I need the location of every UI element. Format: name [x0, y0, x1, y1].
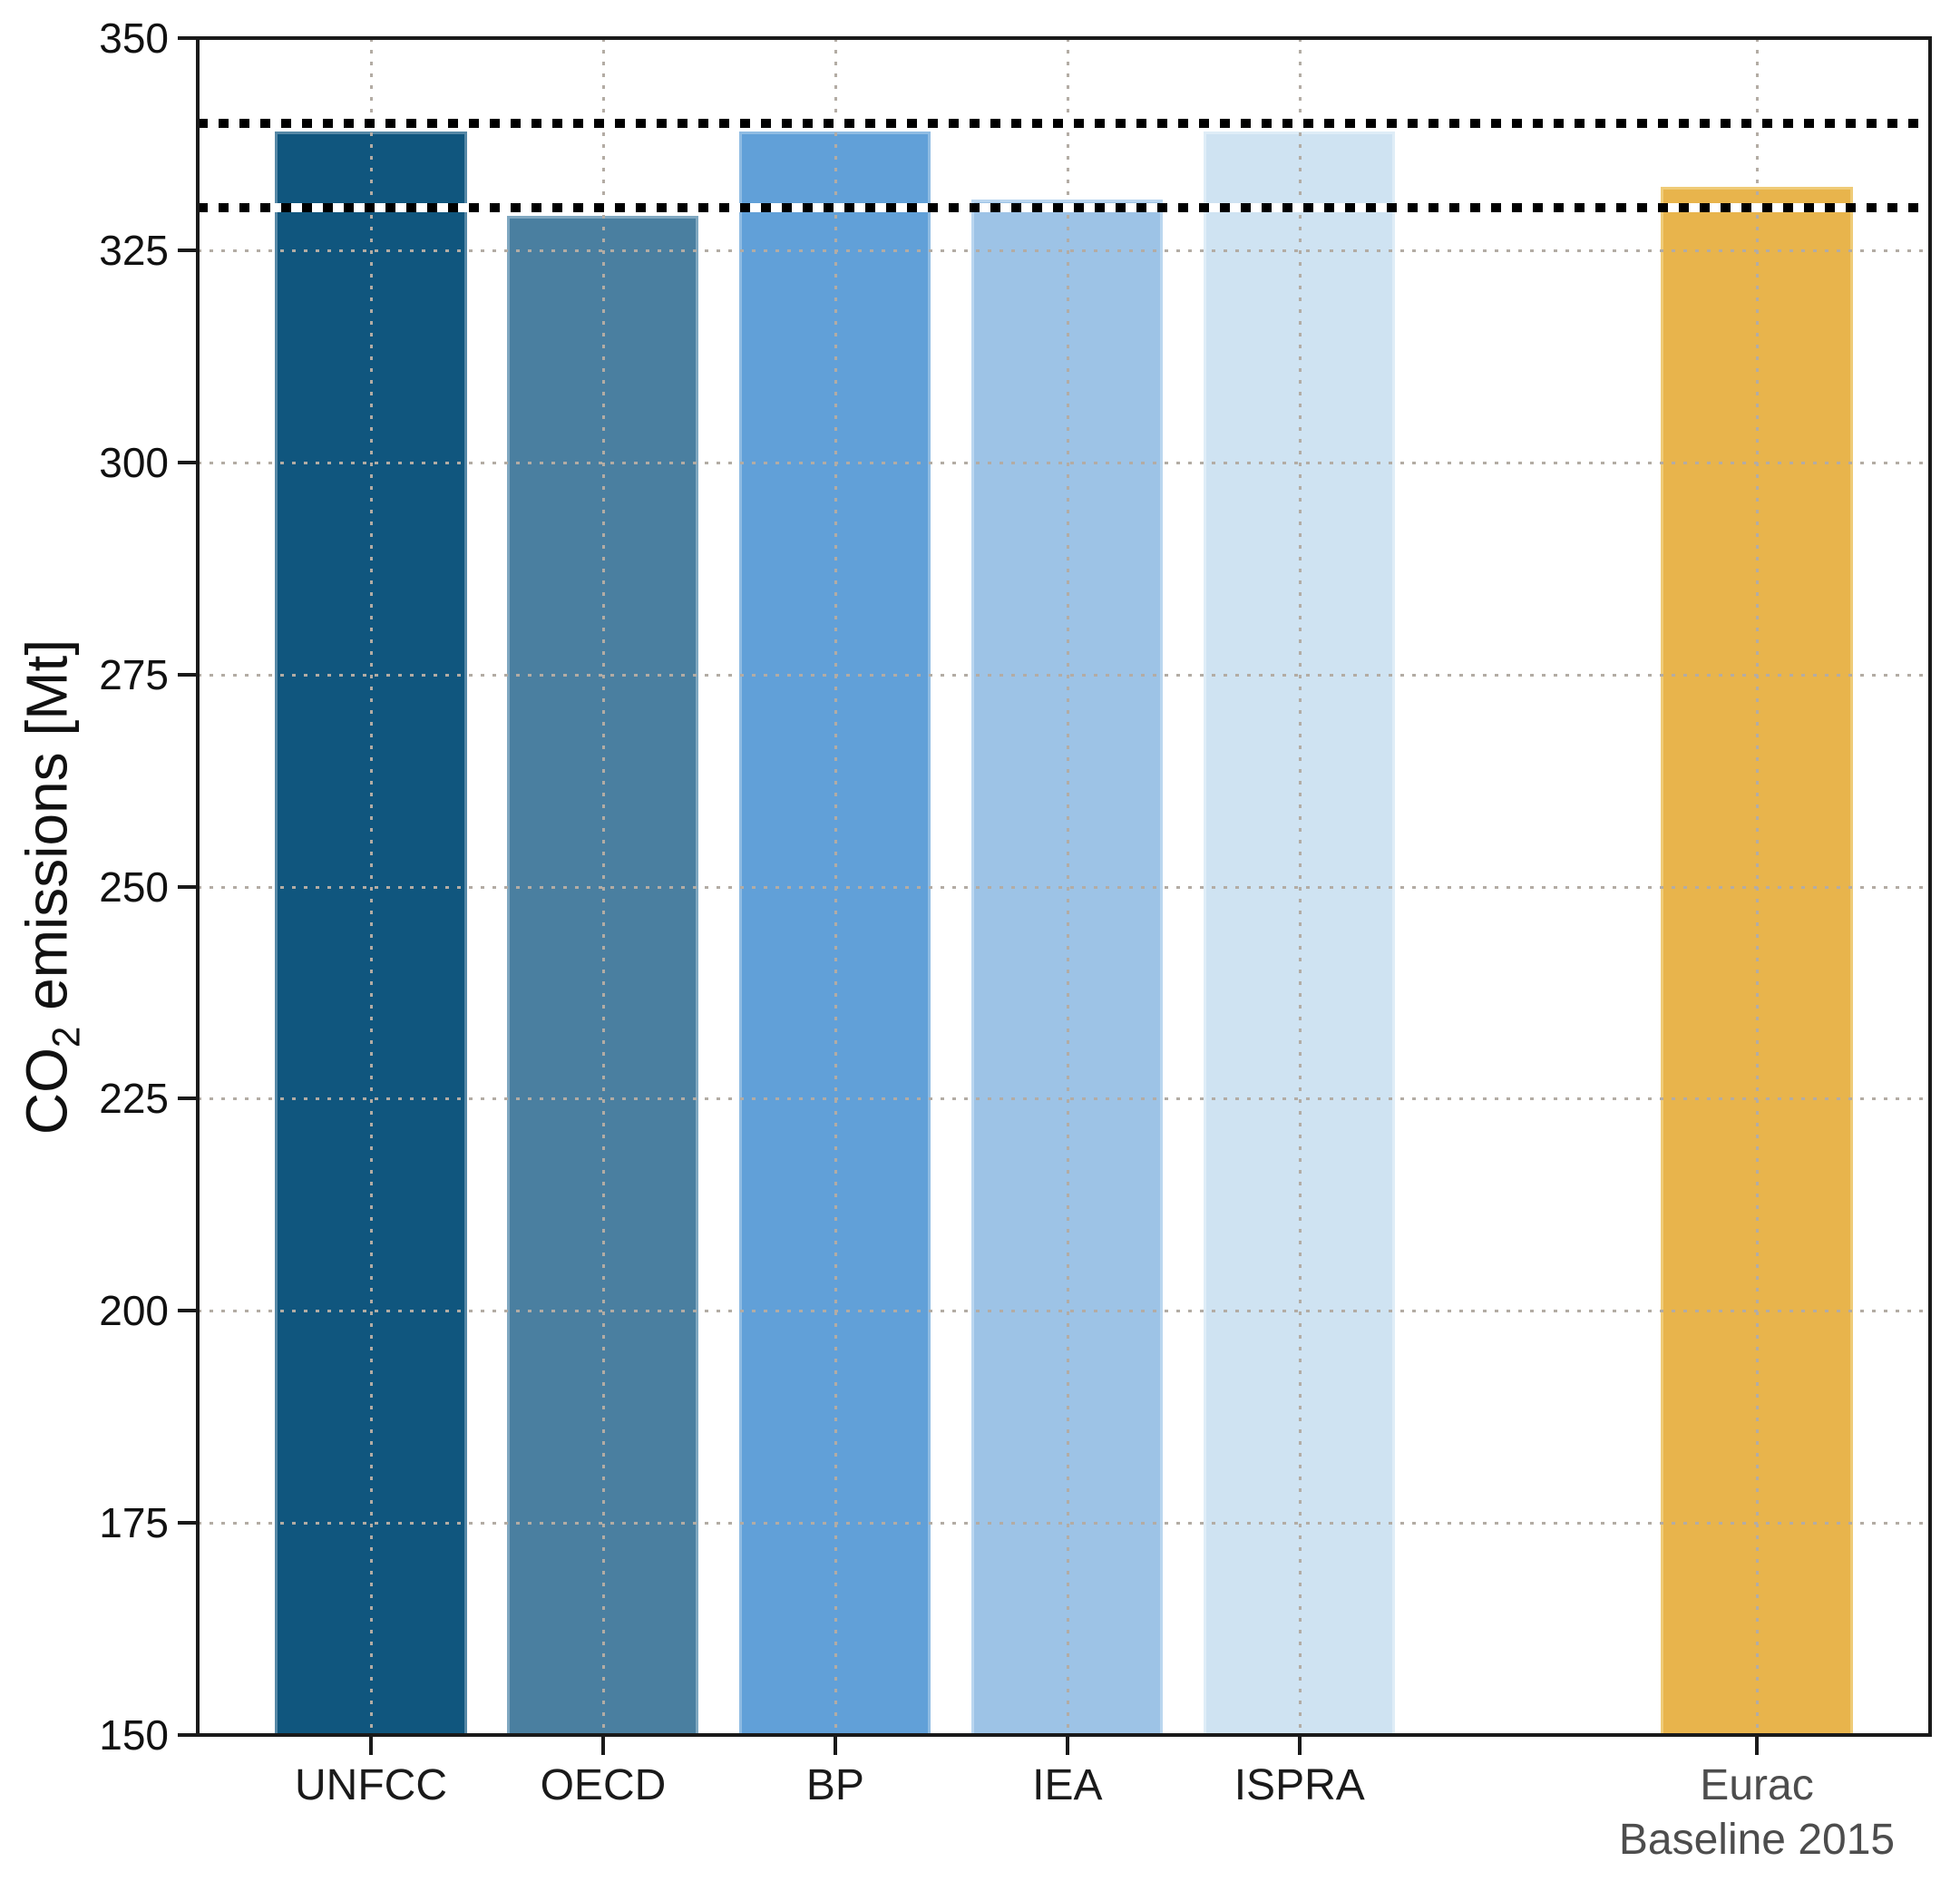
x-tick-iea	[1065, 1737, 1069, 1755]
h-gridline-275	[198, 673, 1930, 677]
y-tick-label-225: 225	[99, 1075, 169, 1123]
y-tick-label-150: 150	[99, 1711, 169, 1759]
left-spine	[196, 36, 200, 1737]
bottom-spine	[196, 1733, 1932, 1737]
x-tick-eurac	[1755, 1737, 1759, 1755]
h-gridline-300	[198, 461, 1930, 464]
h-gridline-225	[198, 1097, 1930, 1101]
reference-line-330	[198, 203, 1930, 213]
h-gridline-200	[198, 1310, 1930, 1313]
right-spine	[1928, 36, 1932, 1737]
y-tick-label-175: 175	[99, 1499, 169, 1547]
y-tick-350	[178, 36, 196, 40]
v-gridline-iea	[1066, 38, 1069, 1735]
v-gridline-unfcc	[370, 38, 373, 1735]
y-tick-200	[178, 1309, 196, 1313]
h-gridline-325	[198, 249, 1930, 252]
reference-line-340	[198, 118, 1930, 128]
x-tick-label-bp: BP	[805, 1761, 864, 1809]
y-tick-label-325: 325	[99, 226, 169, 274]
v-gridline-eurac	[1756, 38, 1759, 1735]
y-tick-150	[178, 1733, 196, 1737]
v-gridline-bp	[834, 38, 837, 1735]
h-gridline-250	[198, 885, 1930, 889]
h-gridline-175	[198, 1522, 1930, 1525]
y-tick-325	[178, 248, 196, 252]
x-tick-label-iea: IEA	[1032, 1761, 1103, 1809]
x-tick-ispra	[1297, 1737, 1302, 1755]
x-tick-oecd	[600, 1737, 605, 1755]
x-tick-label-unfcc: UNFCC	[295, 1761, 447, 1809]
y-tick-label-300: 300	[99, 438, 169, 486]
y-tick-275	[178, 672, 196, 677]
y-tick-250	[178, 884, 196, 889]
x-tick-label-eurac: Eurac	[1700, 1761, 1814, 1809]
x-tick-sublabel-eurac: Baseline 2015	[1618, 1816, 1896, 1864]
y-tick-label-350: 350	[99, 15, 169, 62]
v-gridline-ispra	[1298, 38, 1302, 1735]
v-gridline-oecd	[601, 38, 605, 1735]
y-tick-225	[178, 1097, 196, 1101]
y-tick-300	[178, 460, 196, 464]
x-tick-unfcc	[369, 1737, 373, 1755]
y-tick-label-200: 200	[99, 1287, 169, 1335]
x-tick-label-oecd: OECD	[540, 1761, 667, 1809]
y-tick-label-275: 275	[99, 650, 169, 698]
x-tick-bp	[833, 1737, 837, 1755]
x-tick-label-ispra: ISPRA	[1234, 1761, 1365, 1809]
top-spine	[196, 36, 1932, 40]
y-tick-175	[178, 1521, 196, 1525]
y-tick-label-250: 250	[99, 863, 169, 911]
